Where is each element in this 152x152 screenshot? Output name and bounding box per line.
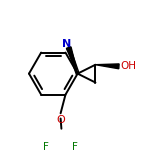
Text: O: O [56,115,65,125]
Text: F: F [43,142,49,152]
Polygon shape [66,47,78,74]
Text: F: F [72,142,78,152]
Text: N: N [62,39,71,49]
Text: OH: OH [120,61,136,71]
Polygon shape [95,64,119,69]
